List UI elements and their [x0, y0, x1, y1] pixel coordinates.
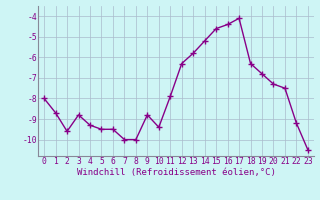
X-axis label: Windchill (Refroidissement éolien,°C): Windchill (Refroidissement éolien,°C): [76, 168, 276, 177]
